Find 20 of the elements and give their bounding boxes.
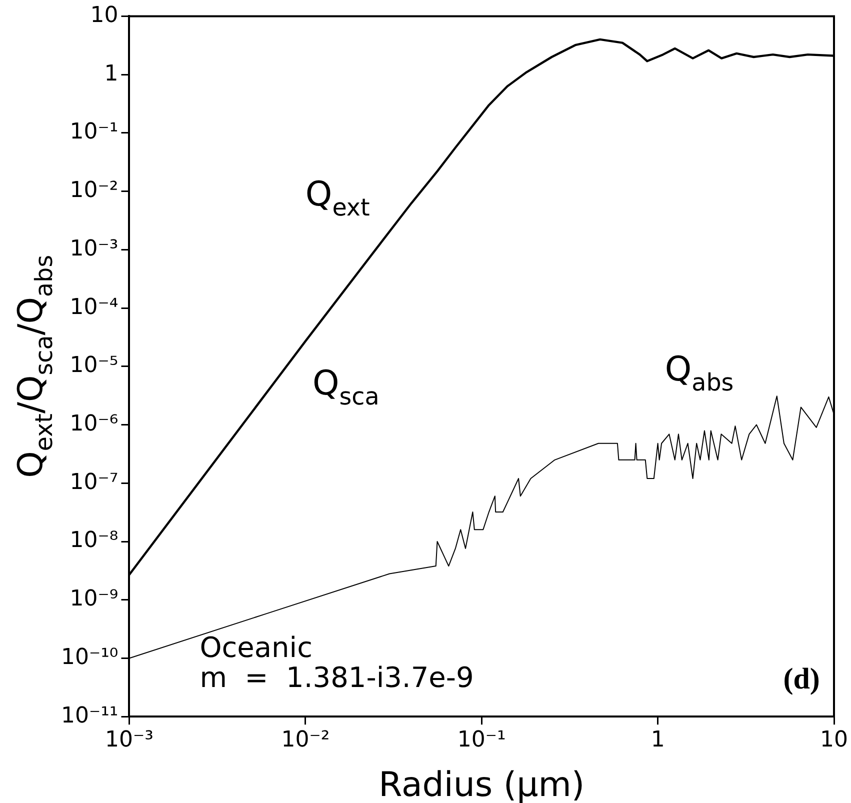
y-tick-label: 10⁻² [70,178,118,204]
x-tick-label: 10 [820,728,848,753]
y-tick-label: 10 [90,2,118,28]
y-tick-label: 10⁻⁵ [70,353,118,378]
annotation: (d) [783,662,820,696]
y-tick-label: 10⁻⁴ [70,294,118,320]
x-axis-title: Radius (μm) [378,765,585,803]
y-axis-title: Qext/Qsca/Qabs [11,254,58,478]
y-tick-label: 1 [104,61,118,86]
y-tick-label: 10⁻⁷ [70,470,118,495]
y-tick-label: 10⁻³ [70,236,118,262]
x-tick-label: 10⁻² [281,728,330,753]
y-tick-label: 10⁻⁶ [70,411,118,436]
y-tick-label: 10⁻⁹ [70,586,118,612]
y-tick-label: 10⁻¹ [70,120,118,145]
y-tick-label: 10⁻¹⁰ [60,644,118,670]
y-tick-label: 10⁻⁸ [70,528,118,554]
x-tick-label: 10⁻¹ [457,728,506,753]
y-tick-label: 10⁻¹¹ [60,703,118,728]
x-tick-label: 1 [650,728,665,753]
